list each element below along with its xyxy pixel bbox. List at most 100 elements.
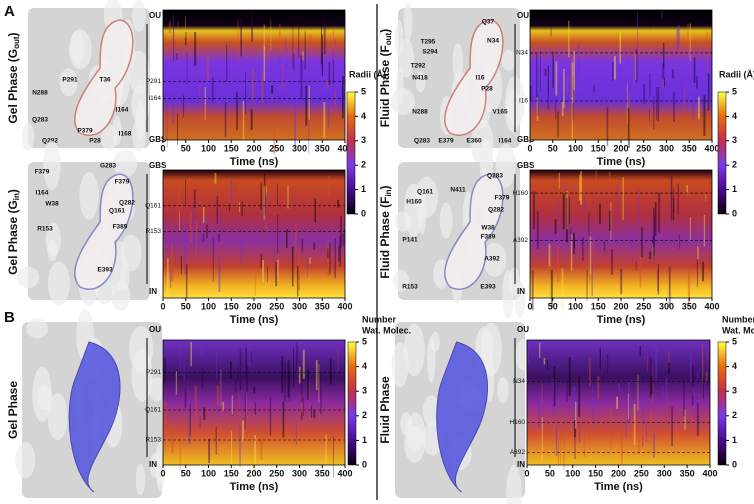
heatmap-texture bbox=[267, 266, 268, 283]
heatmap-texture bbox=[281, 356, 284, 393]
heatmap-texture bbox=[599, 347, 601, 370]
heatmap-texture bbox=[574, 420, 576, 438]
heatmap-texture bbox=[625, 420, 627, 438]
heatmap-texture bbox=[558, 172, 560, 189]
x-axis-title: Time (ns) bbox=[230, 156, 279, 168]
helix bbox=[131, 0, 146, 32]
colorbar-tick-label: 3 bbox=[361, 135, 366, 145]
colorbar-tick-label: 4 bbox=[732, 361, 737, 371]
side-label-bottom: GBS bbox=[149, 135, 167, 144]
colorbar-tick-label: 3 bbox=[732, 135, 737, 145]
heatmap-texture bbox=[340, 215, 342, 248]
residue-label: E393 bbox=[97, 267, 113, 274]
heatmap-texture bbox=[707, 73, 710, 111]
x-tick-label: 300 bbox=[659, 301, 674, 311]
heatmap-texture bbox=[635, 49, 638, 83]
heatmap-texture bbox=[334, 89, 337, 106]
heatmap-texture bbox=[231, 395, 233, 415]
heatmap-texture bbox=[332, 436, 334, 478]
heatmap-texture bbox=[595, 170, 597, 186]
heatmap-texture bbox=[606, 353, 609, 375]
heatmap-texture bbox=[548, 244, 551, 267]
helix bbox=[393, 269, 409, 292]
heatmap-texture bbox=[570, 226, 572, 240]
residue-label: Q283 bbox=[32, 117, 48, 124]
heatmap-texture bbox=[593, 84, 595, 92]
heatmap-texture bbox=[687, 268, 690, 308]
heatmap-texture bbox=[543, 358, 546, 365]
heatmap-texture bbox=[327, 93, 330, 128]
marker-label: R153 bbox=[145, 228, 161, 235]
heatmap-texture bbox=[616, 396, 619, 409]
residue-label: N288 bbox=[32, 90, 48, 97]
heatmap-texture bbox=[601, 423, 604, 431]
x-tick-label: 100 bbox=[201, 143, 216, 153]
marker-label: A392 bbox=[510, 449, 526, 456]
x-tick-label: 200 bbox=[246, 468, 261, 478]
heatmap-texture bbox=[663, 42, 665, 68]
heatmap-texture bbox=[204, 103, 207, 124]
water-volume bbox=[68, 341, 121, 493]
pore-surface bbox=[74, 173, 134, 290]
heatmap-texture bbox=[168, 21, 171, 34]
heatmap-texture bbox=[572, 76, 574, 121]
heatmap-texture bbox=[634, 53, 637, 81]
heatmap-texture bbox=[561, 101, 564, 117]
x-tick-label: 100 bbox=[201, 301, 216, 311]
heatmap-texture bbox=[254, 434, 256, 476]
heatmap-texture bbox=[237, 369, 239, 381]
heatmap-texture bbox=[653, 96, 655, 130]
heatmap-texture bbox=[538, 393, 541, 429]
residue-label: Q282 bbox=[488, 207, 504, 214]
x-tick-label: 200 bbox=[611, 468, 626, 478]
heatmap-texture bbox=[676, 28, 679, 54]
heatmap-texture bbox=[163, 400, 165, 443]
heatmap-texture bbox=[597, 376, 600, 400]
title-part: ) bbox=[6, 189, 20, 193]
colorbar-tick-label: 2 bbox=[732, 410, 737, 420]
heatmap-texture bbox=[326, 80, 329, 89]
helix bbox=[506, 465, 522, 504]
marker-label: Q161 bbox=[145, 407, 161, 414]
side-label-top: OU bbox=[149, 11, 161, 20]
heatmap-texture bbox=[296, 345, 298, 365]
heatmap-texture bbox=[309, 257, 311, 264]
heatmap-texture bbox=[689, 23, 691, 62]
heatmap-texture bbox=[579, 174, 581, 201]
x-tick-label: 400 bbox=[337, 301, 352, 311]
heatmap-texture bbox=[555, 426, 558, 457]
heatmap-texture bbox=[582, 244, 585, 272]
x-tick-label: 0 bbox=[524, 468, 529, 478]
side-label-top: GBS bbox=[149, 161, 167, 170]
heatmap-texture bbox=[282, 64, 284, 91]
residue-label: Q283 bbox=[414, 138, 430, 145]
helix bbox=[415, 71, 426, 93]
heatmap-texture bbox=[550, 269, 553, 308]
heatmap-texture bbox=[573, 386, 576, 430]
colorbar-label: Number bbox=[362, 314, 397, 324]
heatmap-texture bbox=[265, 202, 267, 231]
colorbar-tick-label: 4 bbox=[732, 111, 737, 121]
heatmap-texture bbox=[697, 96, 700, 120]
heatmap-texture bbox=[570, 57, 573, 88]
heatmap-texture bbox=[285, 37, 287, 53]
heatmap-texture bbox=[589, 236, 592, 275]
heatmap-texture bbox=[599, 203, 601, 224]
helix bbox=[100, 124, 118, 151]
heatmap-texture bbox=[573, 72, 575, 114]
title-part: ) bbox=[6, 32, 20, 36]
colorbar bbox=[717, 341, 727, 466]
heatmap-texture bbox=[707, 360, 709, 386]
heatmap-texture bbox=[557, 111, 559, 138]
heatmap-texture bbox=[586, 269, 588, 301]
heatmap-texture bbox=[216, 196, 219, 224]
heatmap-texture bbox=[320, 22, 322, 65]
helix bbox=[45, 222, 61, 257]
title-part: ) bbox=[378, 29, 392, 33]
heatmap-texture bbox=[328, 62, 331, 86]
heatmap-texture bbox=[691, 395, 694, 406]
panel-label: A bbox=[4, 3, 15, 20]
helix bbox=[26, 318, 49, 339]
marker-label: Q161 bbox=[145, 203, 161, 210]
heatmap-texture bbox=[250, 109, 253, 131]
